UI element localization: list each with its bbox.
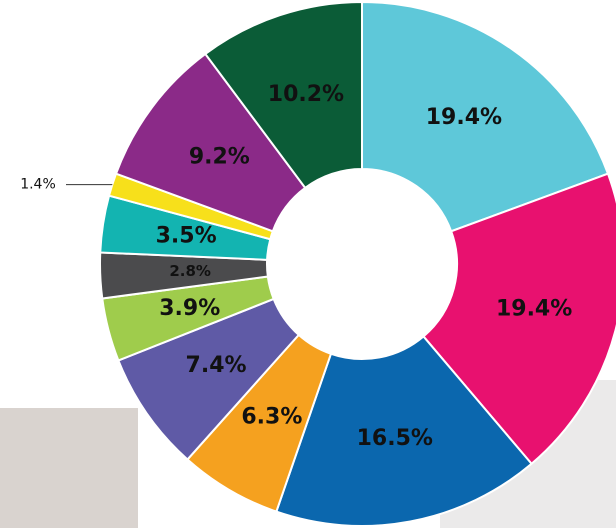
data-label: 6.3%	[241, 404, 302, 429]
data-label: 19.4%	[426, 105, 502, 130]
data-label: 7.4%	[186, 353, 247, 378]
data-label: 9.2%	[189, 145, 250, 170]
data-label: 2.8%	[169, 262, 211, 280]
donut-slice	[422, 172, 616, 466]
data-label: 19.4%	[496, 296, 572, 321]
background-photo	[0, 408, 138, 528]
data-label: 3.5%	[156, 224, 217, 249]
donut-slice	[203, 0, 363, 190]
donut-slice	[114, 52, 307, 233]
donut-slice	[361, 0, 610, 233]
data-label: 10.2%	[268, 82, 344, 107]
data-label: 16.5%	[357, 426, 433, 451]
data-label: 3.9%	[159, 296, 220, 321]
donut-slice	[275, 335, 533, 527]
data-label: 1.4%	[20, 177, 56, 193]
